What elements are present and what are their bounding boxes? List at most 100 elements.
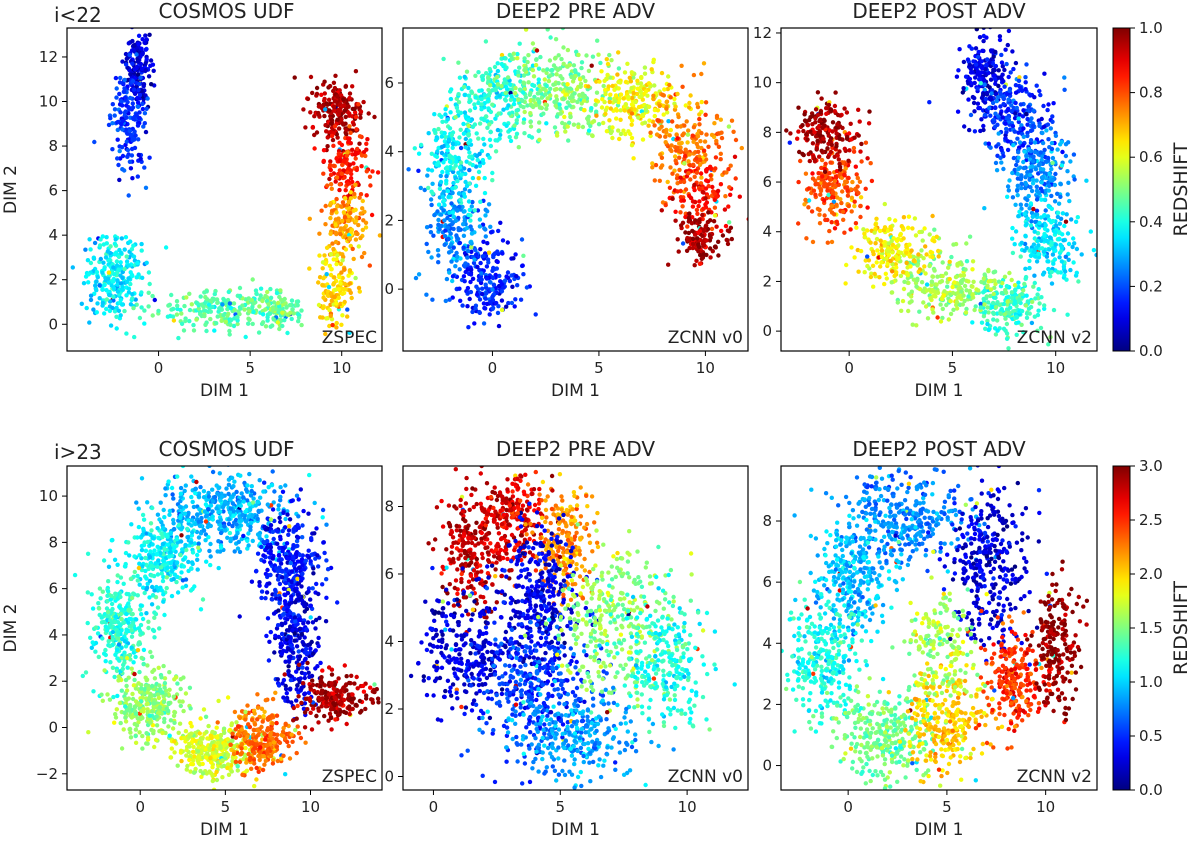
data-point: [325, 292, 330, 297]
data-point: [130, 176, 135, 181]
data-point: [656, 118, 661, 123]
data-point: [356, 102, 361, 107]
data-point: [1017, 165, 1023, 170]
data-point: [691, 162, 696, 167]
data-point: [461, 245, 466, 250]
data-point: [659, 70, 665, 76]
data-point: [327, 263, 332, 268]
data-point: [1040, 174, 1046, 180]
data-point: [1079, 252, 1084, 257]
data-point: [485, 99, 490, 104]
data-point: [178, 307, 183, 313]
data-point: [498, 220, 503, 225]
data-point: [1052, 182, 1058, 188]
data-point: [746, 217, 748, 222]
data-point: [208, 316, 213, 322]
data-point: [342, 299, 347, 305]
data-point: [804, 236, 809, 241]
data-point: [1006, 97, 1011, 102]
data-point: [174, 299, 180, 304]
data-point: [863, 186, 868, 191]
data-point: [436, 202, 442, 207]
data-point: [110, 147, 115, 152]
data-point: [270, 305, 276, 310]
data-point: [545, 96, 550, 101]
data-point: [629, 85, 634, 91]
data-point: [537, 137, 542, 142]
data-point: [683, 153, 688, 159]
data-point: [658, 152, 663, 157]
data-point: [461, 222, 466, 227]
data-point: [456, 155, 461, 161]
data-point: [476, 70, 481, 75]
data-point: [817, 212, 822, 217]
data-point: [457, 135, 462, 140]
data-point: [1041, 249, 1047, 254]
data-point: [363, 153, 368, 159]
data-point: [1052, 257, 1058, 262]
data-point: [691, 139, 696, 144]
data-point: [1030, 299, 1035, 304]
data-point: [1025, 133, 1030, 139]
data-point: [1045, 107, 1050, 113]
data-point: [171, 306, 176, 312]
data-point: [335, 204, 340, 209]
data-point: [350, 84, 355, 89]
data-point: [486, 260, 491, 265]
data-point: [120, 287, 126, 292]
data-point: [467, 108, 473, 113]
data-point: [1034, 245, 1039, 251]
data-point: [329, 186, 334, 191]
data-point: [479, 97, 484, 102]
data-point: [703, 112, 708, 118]
data-point: [558, 74, 563, 79]
data-point: [124, 331, 129, 336]
data-point: [872, 271, 877, 277]
data-point: [1049, 240, 1054, 245]
data-point: [993, 160, 999, 166]
data-point: [981, 296, 986, 302]
data-point: [444, 165, 450, 170]
data-point: [988, 77, 994, 82]
data-point: [907, 254, 913, 259]
data-point: [340, 162, 345, 168]
data-point: [481, 254, 486, 259]
data-point: [988, 113, 993, 118]
data-point: [964, 306, 969, 312]
data-point: [703, 224, 708, 229]
data-point: [271, 317, 276, 322]
data-point: [956, 286, 961, 292]
data-point: [609, 58, 614, 63]
data-point: [686, 159, 691, 164]
data-point: [503, 84, 509, 90]
data-point: [466, 117, 471, 123]
data-point: [638, 81, 644, 86]
data-point: [345, 228, 350, 233]
data-point: [1039, 180, 1044, 185]
data-point: [982, 206, 987, 211]
data-point: [85, 258, 91, 263]
data-point: [932, 239, 937, 244]
data-point: [320, 266, 325, 271]
y-tick-label: 6: [48, 182, 58, 200]
data-point: [951, 242, 956, 247]
data-point: [882, 243, 887, 248]
data-point: [531, 98, 536, 103]
data-point: [320, 305, 326, 311]
data-point: [991, 310, 996, 315]
data-point: [426, 249, 431, 255]
data-point: [909, 289, 914, 294]
data-point: [136, 87, 141, 93]
data-point: [357, 134, 363, 139]
data-point: [1057, 230, 1062, 235]
data-point: [337, 187, 342, 193]
data-point: [243, 334, 248, 340]
data-point: [115, 156, 120, 161]
data-point: [999, 290, 1004, 296]
data-point: [904, 244, 909, 250]
data-point: [442, 242, 447, 247]
data-point: [634, 91, 640, 97]
data-point: [97, 283, 102, 288]
data-point: [130, 105, 136, 110]
data-point: [1007, 178, 1012, 183]
